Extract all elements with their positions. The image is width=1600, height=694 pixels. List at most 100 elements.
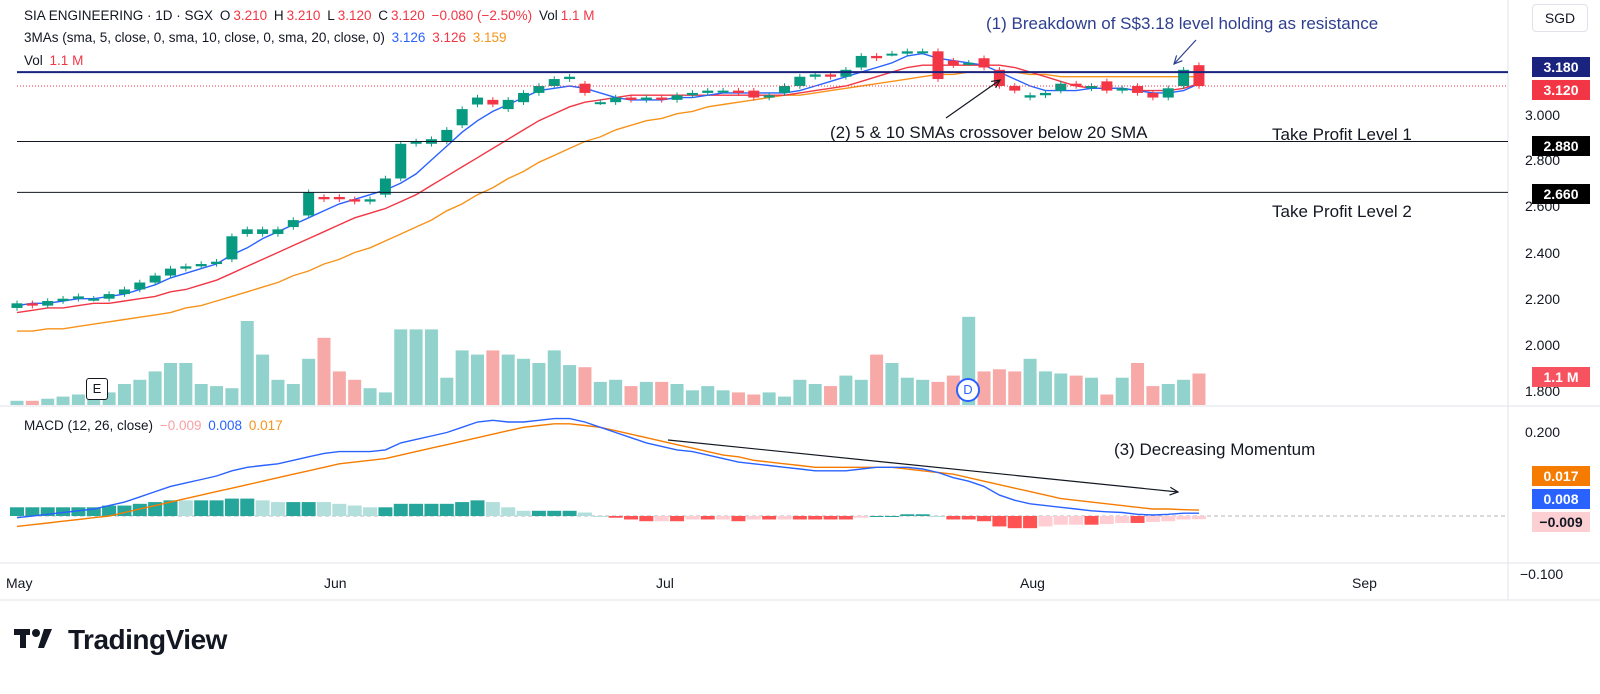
macd-histogram-bar [808,516,823,520]
candle-body [748,90,760,98]
volume-bar [747,394,761,405]
volume-bar [931,381,945,405]
macd-histogram-bar [270,502,285,516]
candle-body [180,266,192,269]
sma10-line [16,64,1200,314]
volume-bar [701,386,715,405]
ma10-value: 3.126 [432,30,467,45]
volume-bar [639,381,653,405]
candle-body [963,62,975,65]
macd-signal-line [16,423,1200,528]
candle-body [794,76,806,86]
tradingview-logo-icon [14,624,62,656]
macd-histogram-bar [332,503,347,516]
candle-body [226,236,238,260]
candle-body [1193,65,1205,86]
volume-bar [71,394,85,405]
macd-tick: −0.100 [1520,566,1564,582]
candle-body [671,95,683,100]
candle-body [379,178,391,195]
macd-histogram-bar [838,516,853,520]
volume-bar [517,358,531,405]
open-label: O [219,8,231,23]
macd-histogram-bar [915,514,930,516]
macd-legend[interactable]: MACD (12, 26, close) −0.009 0.008 0.017 [24,417,286,435]
macd-histogram-bar [992,516,1007,527]
macd-histogram-bar [240,498,255,516]
resistance-price-badge: 3.180 [1532,57,1590,77]
macd-histogram-bar [132,503,147,516]
candle-body [886,53,898,56]
macd-histogram-bar [1069,516,1084,525]
candle-body [518,92,530,103]
volume-bar [56,396,70,405]
time-tick-jul: Jul [656,575,674,591]
annotation-arrow-momentum-head [1169,486,1180,496]
volume-bar [41,398,55,405]
macd-histogram-bar [117,505,132,516]
vol-legend[interactable]: Vol 1.1 M [24,52,86,70]
candle-body [855,55,867,68]
candle-body [1147,92,1159,98]
last-price-badge: 3.120 [1532,80,1590,100]
macd-histogram-bar [624,516,638,520]
candle-body [1039,92,1051,96]
candle-body [610,97,622,103]
volume-bar [609,379,623,405]
dividend-marker[interactable]: D [956,378,980,402]
price-tick: 2.400 [1525,245,1561,261]
macd-histogram-bar [547,510,562,516]
volume-bar [332,371,346,405]
macd-histogram-bar [977,516,992,522]
macd-histogram-bar [1191,516,1206,520]
candle-body [702,90,714,93]
symbol-name[interactable]: SIA ENGINEERING · 1D · SGX [24,8,214,23]
macd-histogram-bar [762,516,777,520]
currency-button[interactable]: SGD [1532,4,1588,32]
macd-histogram-bar [163,500,178,516]
volume-bar [1008,371,1022,405]
earnings-marker[interactable]: E [86,378,108,400]
vol-value: 1.1 M [560,8,595,23]
candle-body [103,294,115,299]
volume-bar [302,358,316,405]
macd-histogram-bar [1161,516,1176,522]
macd-histogram-bar [685,516,700,520]
macd-histogram-bar [1053,516,1068,525]
price-tick: 3.000 [1525,107,1561,123]
macd-histogram-bar [716,516,731,520]
annotation-breakdown: (1) Breakdown of S$3.18 level holding as… [986,14,1379,33]
volume-bar [1115,377,1129,405]
macd-histogram-bar [363,507,378,516]
vol-legend-value: 1.1 M [49,53,84,68]
candle-body [548,79,560,86]
volume-bar [225,388,239,405]
ma5-value: 3.126 [391,30,426,45]
candle-body [1024,95,1036,98]
volume-bar [563,365,577,405]
macd-histogram-bar [1115,516,1130,523]
close-value: 3.120 [391,8,425,23]
macd-signal-value: 0.017 [248,418,283,433]
candle-body [717,90,729,93]
macd-histogram-bar [347,505,362,516]
candle-body [364,199,376,202]
candle-body [88,298,100,301]
tradingview-logo[interactable]: TradingView [14,624,227,656]
price-tick: 2.200 [1525,291,1561,307]
symbol-legend: SIA ENGINEERING · 1D · SGX O 3.210 H 3.210… [24,7,597,25]
volume-bar [348,379,362,405]
macd-histogram-bar [378,507,393,516]
volume-bar [210,386,224,405]
ma-legend[interactable]: 3MAs (sma, 5, close, 0, sma, 10, close, … [24,29,510,47]
macd-histogram-bar [700,516,715,520]
volume-bar [593,381,607,405]
macd-histogram-bar [470,500,485,516]
candle-body [26,303,38,306]
candle-body [1132,85,1144,93]
annotation-arrow-breakdown-head [1173,55,1183,66]
macd-histogram-bar [255,500,270,516]
volume-bar [900,377,914,405]
candle-body [42,301,54,306]
